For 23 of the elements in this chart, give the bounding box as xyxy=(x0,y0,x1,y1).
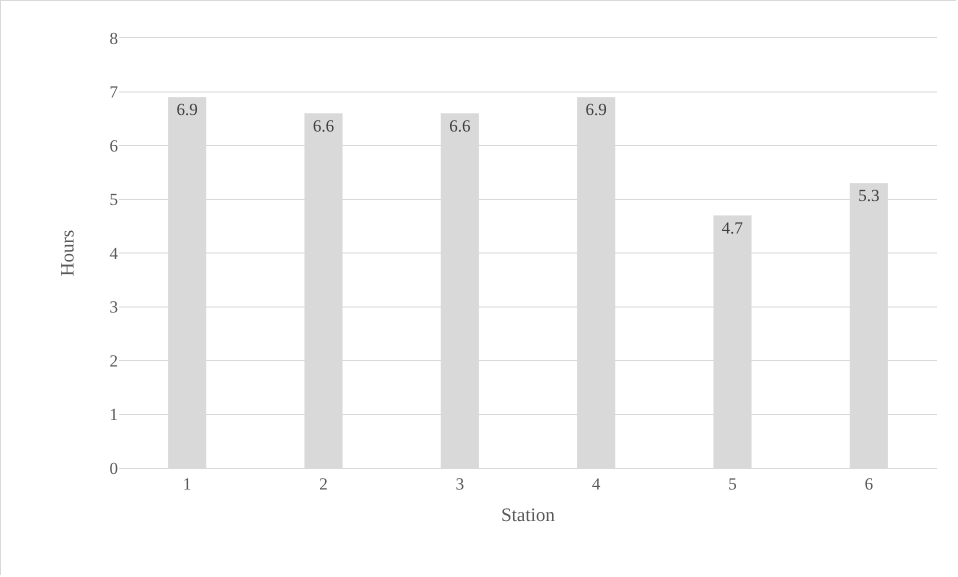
y-axis-title: Hours xyxy=(57,230,78,276)
y-tick-label: 6 xyxy=(110,136,118,156)
y-tick-label: 5 xyxy=(110,190,118,210)
y-tick-label: 1 xyxy=(110,405,118,424)
x-axis-title: Station xyxy=(501,505,556,526)
y-tick-label: 3 xyxy=(110,298,118,317)
x-tick-label: 3 xyxy=(456,474,464,494)
data-label: 6.9 xyxy=(586,100,607,120)
y-tick-label: 4 xyxy=(110,244,118,263)
x-tick-label: 6 xyxy=(864,474,874,494)
x-tick-label: 4 xyxy=(592,474,601,494)
data-label: 6.9 xyxy=(176,100,198,120)
x-tick-label: 1 xyxy=(182,474,192,494)
y-tick-label: 2 xyxy=(110,351,118,370)
data-label: 6.6 xyxy=(312,116,334,136)
data-label: 6.6 xyxy=(449,116,470,136)
x-tick-label: 5 xyxy=(728,474,737,494)
y-tick-label: 0 xyxy=(110,458,118,478)
data-label: 4.7 xyxy=(722,218,744,238)
y-tick-label: 8 xyxy=(110,28,118,48)
x-tick-label: 2 xyxy=(319,474,328,494)
data-label: 5.3 xyxy=(858,186,880,206)
y-tick-label: 7 xyxy=(110,82,118,102)
